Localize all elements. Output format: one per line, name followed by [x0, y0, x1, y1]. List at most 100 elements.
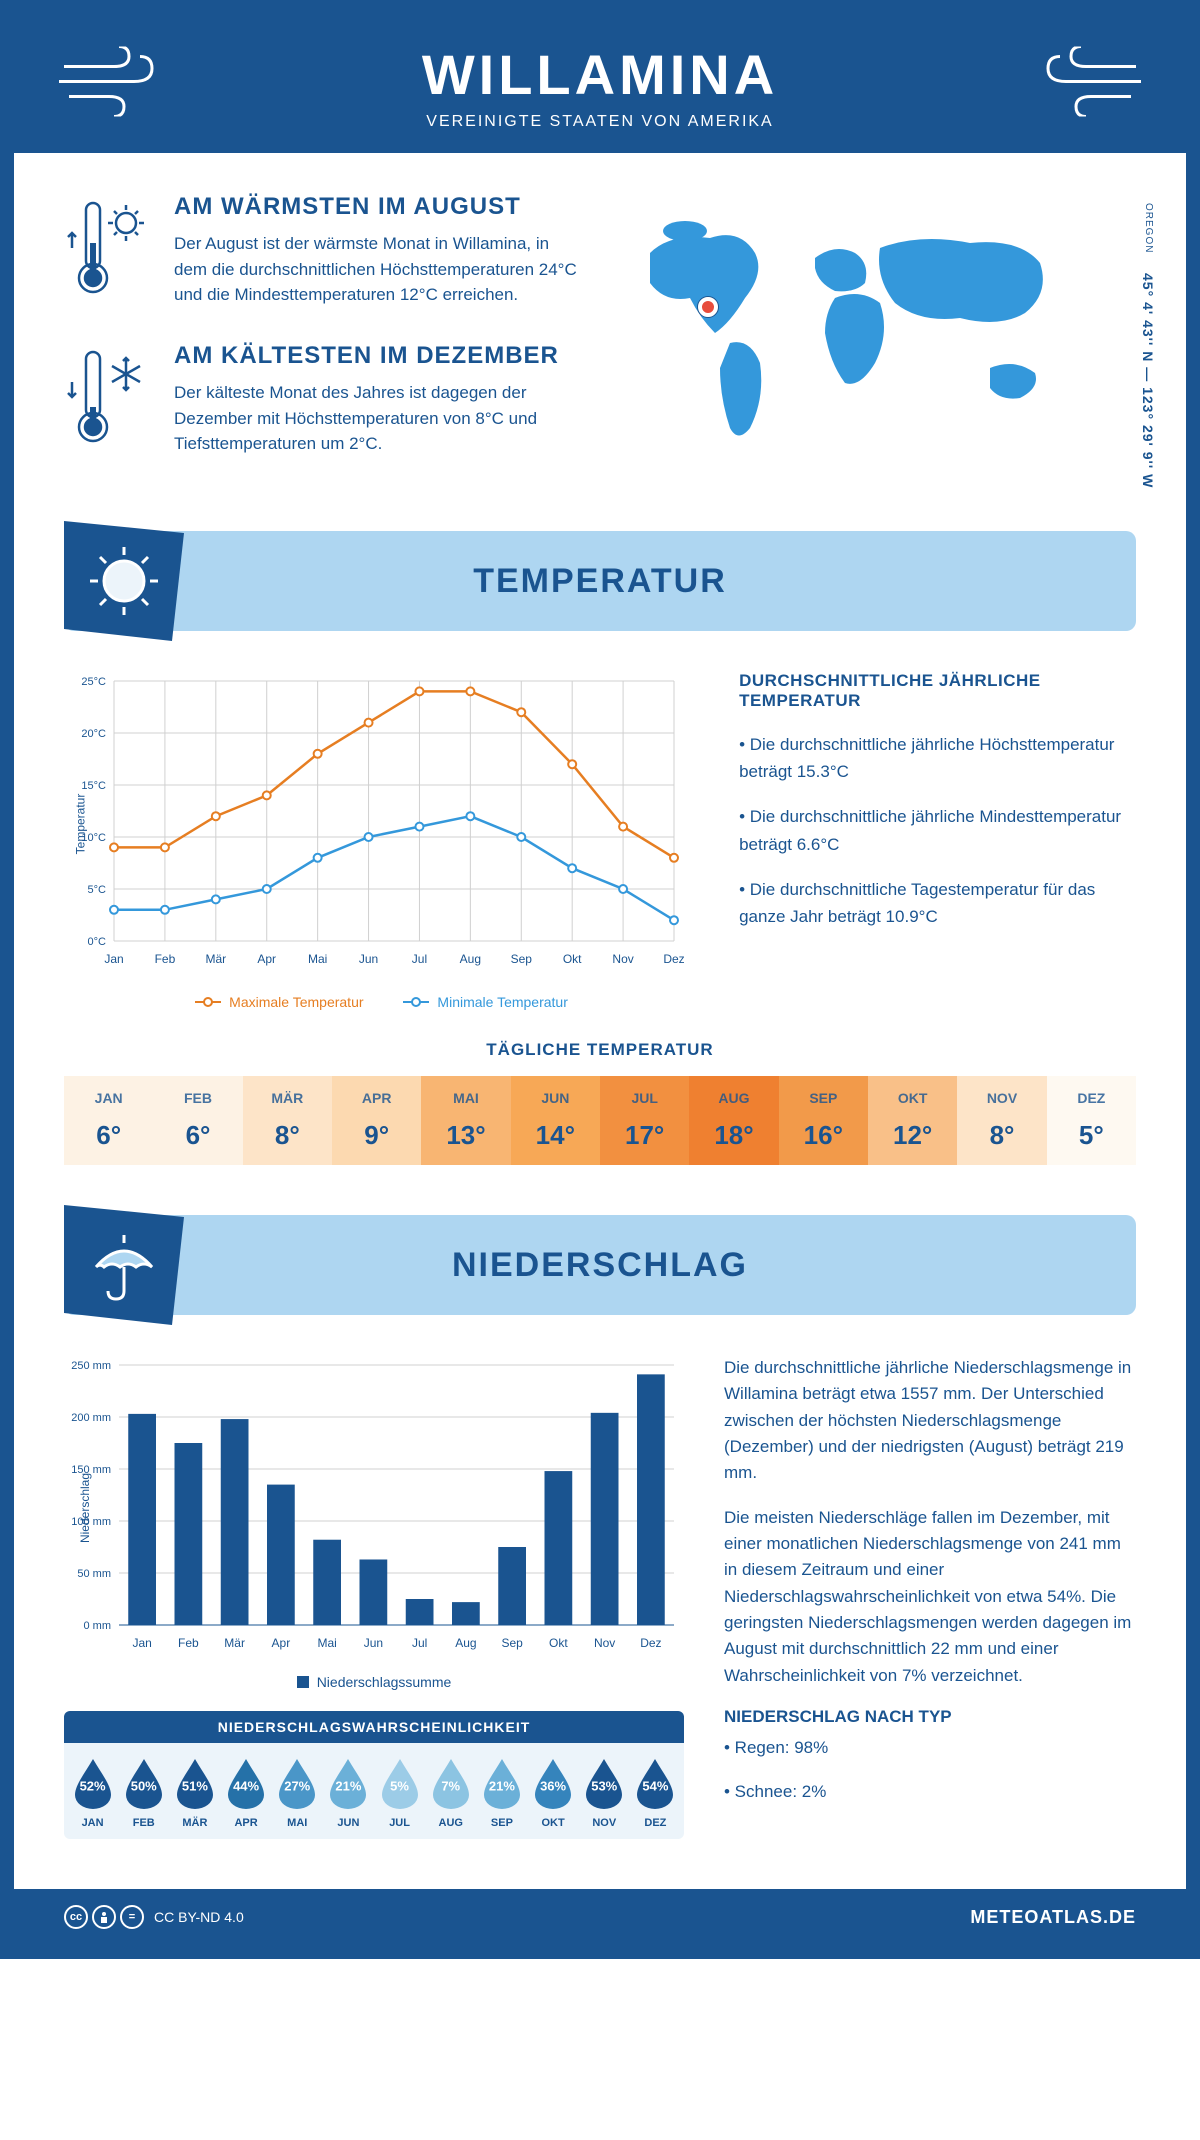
wind-icon [54, 46, 164, 121]
raindrop-icon: 53% [582, 1757, 626, 1809]
prob-month: OKT [529, 1817, 578, 1829]
temp-summary: DURCHSCHNITTLICHE JÄHRLICHE TEMPERATUR •… [739, 671, 1136, 1010]
world-map-svg [620, 203, 1080, 463]
daily-temp-cell: MAI 13° [421, 1076, 510, 1165]
temperature-banner: TEMPERATUR [64, 531, 1136, 631]
daily-temp-cell: FEB 6° [153, 1076, 242, 1165]
svg-text:50 mm: 50 mm [77, 1568, 111, 1580]
prob-cell: 21% JUN [324, 1757, 373, 1829]
prob-pct: 5% [378, 1778, 422, 1793]
license-text: CC BY-ND 4.0 [154, 1909, 244, 1925]
svg-text:Nov: Nov [612, 952, 633, 966]
daily-value: 6° [64, 1120, 153, 1151]
daily-value: 6° [153, 1120, 242, 1151]
daily-value: 17° [600, 1120, 689, 1151]
precip-summary: Die durchschnittliche jährliche Niedersc… [724, 1355, 1136, 1839]
legend-min: Minimale Temperatur [437, 994, 567, 1010]
daily-temp-cell: JUN 14° [511, 1076, 600, 1165]
precip-para: Die durchschnittliche jährliche Niedersc… [724, 1355, 1136, 1487]
prob-pct: 52% [71, 1778, 115, 1793]
daily-value: 12° [868, 1120, 957, 1151]
footer-brand: METEOATLAS.DE [970, 1907, 1136, 1928]
raindrop-icon: 52% [71, 1757, 115, 1809]
prob-pct: 7% [429, 1778, 473, 1793]
prob-month: JAN [68, 1817, 117, 1829]
precip-type-title: NIEDERSCHLAG NACH TYP [724, 1707, 1136, 1727]
prob-month: DEZ [631, 1817, 680, 1829]
warmest-block: AM WÄRMSTEN IM AUGUST Der August ist der… [64, 193, 580, 308]
header: WILLAMINA VEREINIGTE STAATEN VON AMERIKA [14, 14, 1186, 153]
coldest-block: AM KÄLTESTEN IM DEZEMBER Der kälteste Mo… [64, 342, 580, 457]
daily-month: JAN [64, 1090, 153, 1106]
svg-text:0°C: 0°C [88, 936, 107, 948]
prob-month: NOV [580, 1817, 629, 1829]
svg-text:Sep: Sep [501, 1636, 523, 1650]
precip-para: Die meisten Niederschläge fallen im Deze… [724, 1505, 1136, 1689]
svg-text:20°C: 20°C [81, 728, 106, 740]
precipitation-bar-chart: 0 mm50 mm100 mm150 mm200 mm250 mmJanFebM… [64, 1355, 684, 1655]
daily-value: 5° [1047, 1120, 1136, 1151]
daily-temp-cell: OKT 12° [868, 1076, 957, 1165]
svg-text:Mai: Mai [317, 1636, 336, 1650]
svg-text:Aug: Aug [460, 952, 481, 966]
svg-text:Mär: Mär [224, 1636, 245, 1650]
svg-text:Jul: Jul [412, 1636, 427, 1650]
prob-pct: 36% [531, 1778, 575, 1793]
svg-text:15°C: 15°C [81, 780, 106, 792]
svg-text:200 mm: 200 mm [71, 1412, 111, 1424]
daily-temp-title: TÄGLICHE TEMPERATUR [64, 1040, 1136, 1060]
daily-value: 18° [689, 1120, 778, 1151]
prob-title: NIEDERSCHLAGSWAHRSCHEINLICHKEIT [64, 1711, 684, 1743]
prob-cell: 54% DEZ [631, 1757, 680, 1829]
prob-cell: 21% SEP [477, 1757, 526, 1829]
daily-month: JUN [511, 1090, 600, 1106]
daily-value: 16° [779, 1120, 868, 1151]
svg-text:Apr: Apr [257, 952, 276, 966]
daily-temp-cell: APR 9° [332, 1076, 421, 1165]
raindrop-icon: 50% [122, 1757, 166, 1809]
precip-banner: NIEDERSCHLAG [64, 1215, 1136, 1315]
prob-cell: 5% JUL [375, 1757, 424, 1829]
svg-text:Mär: Mär [205, 952, 226, 966]
prob-cell: 27% MAI [273, 1757, 322, 1829]
prob-month: MÄR [170, 1817, 219, 1829]
prob-pct: 44% [224, 1778, 268, 1793]
raindrop-icon: 21% [480, 1757, 524, 1809]
svg-text:5°C: 5°C [88, 884, 107, 896]
nd-icon: = [120, 1905, 144, 1929]
svg-text:Feb: Feb [155, 952, 176, 966]
precip-type-rain: • Regen: 98% [724, 1735, 1136, 1761]
daily-value: 8° [957, 1120, 1046, 1151]
prob-pct: 51% [173, 1778, 217, 1793]
svg-text:Okt: Okt [563, 952, 582, 966]
prob-month: JUL [375, 1817, 424, 1829]
prob-month: JUN [324, 1817, 373, 1829]
daily-temp-cell: AUG 18° [689, 1076, 778, 1165]
svg-text:Nov: Nov [594, 1636, 615, 1650]
precip-title: NIEDERSCHLAG [452, 1246, 748, 1285]
prob-month: APR [222, 1817, 271, 1829]
daily-month: APR [332, 1090, 421, 1106]
sun-icon [64, 521, 184, 641]
warmest-title: AM WÄRMSTEN IM AUGUST [174, 193, 580, 221]
cc-icons: cc = [64, 1905, 144, 1929]
daily-value: 9° [332, 1120, 421, 1151]
temp-y-axis-label: Temperatur [73, 793, 87, 854]
daily-temp-cell: JAN 6° [64, 1076, 153, 1165]
svg-text:25°C: 25°C [81, 676, 106, 688]
daily-month: OKT [868, 1090, 957, 1106]
daily-month: FEB [153, 1090, 242, 1106]
svg-text:Aug: Aug [455, 1636, 476, 1650]
svg-text:Jan: Jan [132, 1636, 151, 1650]
daily-month: NOV [957, 1090, 1046, 1106]
svg-text:250 mm: 250 mm [71, 1360, 111, 1372]
temp-bullet: • Die durchschnittliche jährliche Mindes… [739, 803, 1136, 857]
warmest-text: Der August ist der wärmste Monat in Will… [174, 231, 580, 308]
svg-text:Jun: Jun [364, 1636, 383, 1650]
coldest-title: AM KÄLTESTEN IM DEZEMBER [174, 342, 580, 370]
raindrop-icon: 44% [224, 1757, 268, 1809]
daily-month: AUG [689, 1090, 778, 1106]
by-icon [92, 1905, 116, 1929]
thermometer-snow-icon [64, 342, 154, 457]
prob-month: FEB [119, 1817, 168, 1829]
